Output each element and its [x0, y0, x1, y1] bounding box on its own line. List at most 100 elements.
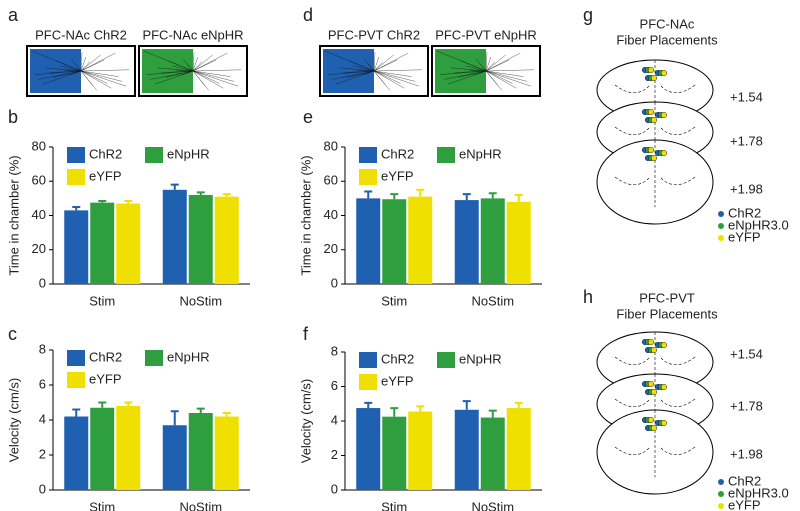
- error-bar: [72, 205, 81, 211]
- panel-label: e: [303, 107, 313, 127]
- bregma-level: +1.78: [730, 398, 763, 413]
- bar: [480, 198, 505, 284]
- placement-dot: [661, 111, 668, 118]
- panel-label: g: [583, 5, 593, 25]
- legend-label: eNpHR3.0: [728, 485, 789, 500]
- trajectory: [143, 50, 242, 91]
- legend-dot: [718, 491, 724, 497]
- legend-swatch: [437, 352, 455, 368]
- bar: [356, 198, 381, 284]
- bar: [116, 203, 141, 284]
- bar: [382, 416, 407, 490]
- bar: [64, 416, 89, 490]
- error-bar: [196, 191, 205, 195]
- placement-title: Fiber Placements: [616, 306, 718, 321]
- bar: [356, 408, 381, 490]
- y-tick-label: 0: [39, 481, 46, 496]
- y-tick-label: 2: [39, 446, 46, 461]
- bar: [454, 200, 479, 284]
- error-bar: [488, 409, 497, 418]
- legend-label: ChR2: [381, 351, 414, 366]
- panel-label: d: [303, 5, 313, 25]
- error-bar: [514, 401, 523, 409]
- y-tick-label: 40: [32, 207, 46, 222]
- y-tick-label: 60: [324, 173, 338, 188]
- placement-title: Fiber Placements: [616, 32, 718, 47]
- placement-dot: [661, 149, 668, 156]
- panel-label: c: [8, 324, 17, 344]
- y-axis-label: Time in chamber (%): [6, 155, 21, 275]
- error-bar: [488, 192, 497, 199]
- panel-label: b: [8, 107, 18, 127]
- error-bar: [416, 188, 425, 197]
- legend-label: ChR2: [728, 205, 761, 220]
- legend-swatch: [67, 372, 85, 388]
- legend-label: eNpHR: [459, 351, 502, 366]
- bregma-level: +1.98: [730, 181, 763, 196]
- x-tick-label: Stim: [89, 293, 115, 308]
- x-tick-label: NoStim: [471, 499, 514, 511]
- legend-label: eNpHR3.0: [728, 217, 789, 232]
- trajectory-title: PFC-NAc ChR2: [35, 27, 127, 42]
- y-tick-label: 60: [32, 173, 46, 188]
- error-bar: [170, 410, 179, 426]
- error-bar: [462, 193, 471, 201]
- bar: [506, 408, 531, 490]
- placement-dot: [648, 381, 655, 388]
- slice-detail: [614, 60, 696, 108]
- placement-dot: [651, 347, 658, 354]
- y-axis-label: Time in chamber (%): [298, 155, 313, 275]
- legend-label: ChR2: [89, 146, 122, 161]
- bar: [408, 196, 433, 284]
- placement-dot: [661, 69, 668, 76]
- legend-swatch: [359, 352, 377, 368]
- y-tick-label: 20: [32, 241, 46, 256]
- y-axis-label: Velocity (cm/s): [298, 379, 313, 464]
- trajectory-title: PFC-PVT ChR2: [328, 27, 420, 42]
- trajectory-title: PFC-PVT eNpHR: [435, 27, 537, 42]
- placement-dot: [651, 154, 658, 161]
- bar: [214, 416, 239, 490]
- placement-dot: [661, 420, 668, 427]
- y-tick-label: 80: [324, 138, 338, 153]
- legend-label: eYFP: [381, 168, 414, 183]
- legend-label: eYFP: [381, 373, 414, 388]
- legend-label: ChR2: [89, 349, 122, 364]
- trajectory: [324, 50, 423, 91]
- placement-title: PFC-NAc: [640, 16, 695, 31]
- y-tick-label: 0: [39, 275, 46, 290]
- error-bar: [364, 401, 373, 409]
- x-tick-label: NoStim: [471, 293, 514, 308]
- panel-label: h: [583, 287, 593, 307]
- error-bar: [170, 183, 179, 190]
- error-bar: [514, 193, 523, 202]
- legend-dot: [718, 479, 724, 485]
- slice-detail: [614, 140, 696, 208]
- placement-dot: [648, 339, 655, 346]
- error-bar: [390, 193, 399, 200]
- legend-swatch: [145, 350, 163, 366]
- legend-dot: [718, 503, 724, 509]
- trajectory-title: PFC-NAc eNpHR: [142, 27, 243, 42]
- legend-dot: [718, 223, 724, 229]
- error-bar: [124, 401, 133, 406]
- y-tick-label: 8: [39, 341, 46, 356]
- bar: [454, 409, 479, 490]
- bar: [116, 406, 141, 490]
- legend-swatch: [67, 350, 85, 366]
- placement-dot: [651, 116, 658, 123]
- y-tick-label: 20: [324, 241, 338, 256]
- legend-swatch: [67, 147, 85, 163]
- placement-dot: [648, 66, 655, 73]
- y-tick-label: 4: [39, 411, 46, 426]
- legend-label: ChR2: [728, 473, 761, 488]
- trajectory: [31, 50, 130, 91]
- legend-label: eYFP: [728, 229, 761, 244]
- placement-dot: [648, 146, 655, 153]
- y-tick-label: 2: [331, 447, 338, 462]
- legend-swatch: [67, 169, 85, 185]
- trajectory: [436, 50, 535, 91]
- legend-label: eYFP: [728, 497, 761, 511]
- bregma-level: +1.54: [730, 89, 763, 104]
- error-bar: [462, 400, 471, 410]
